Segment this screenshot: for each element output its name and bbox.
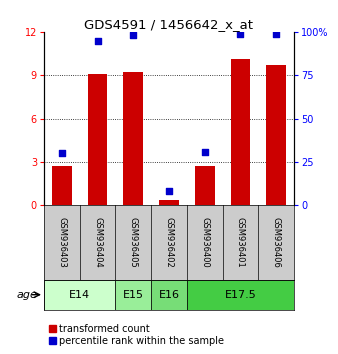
Text: GSM936402: GSM936402 — [165, 217, 173, 268]
Text: GSM936404: GSM936404 — [93, 217, 102, 268]
Text: GSM936405: GSM936405 — [129, 217, 138, 268]
Bar — [88, 74, 107, 205]
Text: E15: E15 — [123, 290, 144, 300]
Text: GSM936400: GSM936400 — [200, 217, 209, 268]
Bar — [231, 59, 250, 205]
Legend: transformed count, percentile rank within the sample: transformed count, percentile rank withi… — [49, 324, 224, 346]
Point — [59, 150, 65, 156]
Bar — [44, 280, 115, 310]
Bar — [151, 280, 187, 310]
Text: GSM936406: GSM936406 — [272, 217, 281, 268]
Text: age: age — [17, 290, 38, 300]
Bar — [195, 166, 215, 205]
Bar — [123, 72, 143, 205]
Point — [238, 31, 243, 36]
Point — [130, 33, 136, 38]
Bar — [159, 200, 179, 205]
Text: GSM936403: GSM936403 — [57, 217, 66, 268]
Text: E17.5: E17.5 — [224, 290, 256, 300]
Text: GSM936401: GSM936401 — [236, 217, 245, 268]
Text: E14: E14 — [69, 290, 90, 300]
Bar — [52, 166, 72, 205]
Text: E16: E16 — [159, 290, 179, 300]
Point — [95, 38, 100, 44]
Point — [273, 31, 279, 36]
Title: GDS4591 / 1456642_x_at: GDS4591 / 1456642_x_at — [84, 18, 254, 31]
Point — [202, 149, 208, 154]
Bar — [115, 280, 151, 310]
Bar — [187, 280, 294, 310]
Bar — [266, 65, 286, 205]
Point — [166, 189, 172, 194]
